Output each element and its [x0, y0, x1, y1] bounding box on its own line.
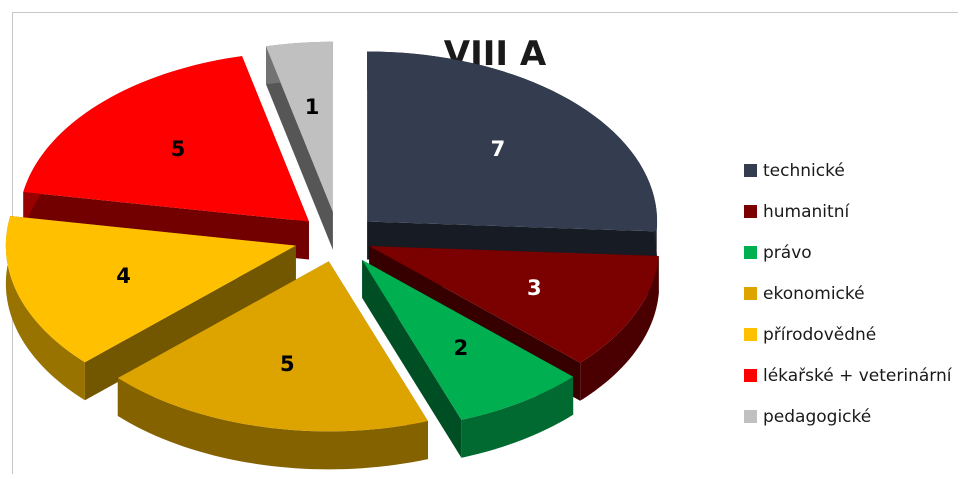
- chart-legend: technické humanitní právo ekonomické přírodo…: [744, 150, 951, 437]
- legend-item: lékařské + veterinární: [744, 355, 951, 396]
- legend-label: technické: [763, 160, 845, 181]
- legend-swatch: [744, 328, 757, 341]
- legend-item: pedagogické: [744, 396, 951, 437]
- pie-slice-0: [367, 51, 658, 270]
- legend-swatch: [744, 164, 757, 177]
- data-label: 4: [116, 264, 131, 288]
- pie-slice-top: [266, 41, 333, 212]
- legend-swatch: [744, 369, 757, 382]
- pie-slice-top: [369, 246, 659, 363]
- legend-label: humanitní: [763, 201, 850, 222]
- legend-label: lékařské + veterinární: [763, 365, 952, 386]
- data-label: 2: [454, 336, 469, 360]
- pie-slice-top: [117, 261, 428, 432]
- pie-slice-rim: [580, 255, 659, 401]
- data-label: 5: [280, 352, 295, 376]
- pie-slice-top: [5, 216, 296, 363]
- legend-item: technické: [744, 150, 951, 191]
- data-label: 5: [171, 137, 186, 161]
- legend-label: pedagogické: [763, 406, 872, 427]
- legend-item: právo: [744, 232, 951, 273]
- legend-label: právo: [763, 242, 812, 263]
- pie-slice-wall: [362, 260, 462, 458]
- legend-swatch: [744, 205, 757, 218]
- legend-item: humanitní: [744, 191, 951, 232]
- legend-label: přírodovědné: [763, 324, 877, 345]
- legend-swatch: [744, 410, 757, 423]
- pie-slice-top: [23, 56, 309, 222]
- pie-slice-2: [362, 260, 574, 458]
- legend-item: přírodovědné: [744, 314, 951, 355]
- pie-slice-top: [362, 260, 574, 420]
- data-label: 3: [527, 276, 542, 300]
- pie-slice-3: [117, 261, 428, 470]
- pie-slice-wall: [266, 46, 333, 250]
- pie-chart: 7 3 2 5 4 5 1: [5, 41, 659, 470]
- pie-slice-4: [5, 216, 296, 401]
- legend-swatch: [744, 246, 757, 259]
- pie-slice-rim: [5, 216, 85, 401]
- pie-slice-wall: [84, 245, 296, 401]
- pie-slice-rim: [117, 378, 428, 470]
- pie-slice-6: [266, 41, 333, 250]
- legend-swatch: [744, 287, 757, 300]
- legend-label: ekonomické: [763, 283, 865, 304]
- pie-slice-rim: [461, 376, 574, 458]
- legend-item: ekonomické: [744, 273, 951, 314]
- pie-slice-top: [367, 51, 658, 232]
- data-label: 1: [305, 95, 320, 119]
- data-label: 7: [491, 137, 506, 161]
